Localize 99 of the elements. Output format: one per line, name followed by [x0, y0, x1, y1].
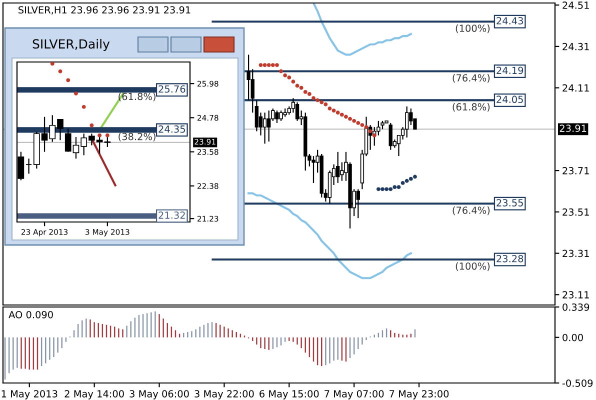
point — [258, 63, 263, 68]
chart-title: SILVER,H1 23.96 23.96 23.91 23.91 — [18, 6, 190, 15]
candlestick — [275, 110, 279, 124]
annotation: (38.2%) — [118, 132, 156, 142]
ref-line-label: 21.32 — [158, 212, 185, 219]
x-tick-label: 2 May 14:00 — [64, 390, 124, 400]
point — [316, 98, 320, 102]
point — [82, 104, 86, 109]
x-tick-label: 1 May 2013 — [2, 390, 58, 400]
candlestick — [405, 106, 409, 138]
point — [400, 180, 405, 185]
point — [413, 174, 417, 179]
candlestick — [388, 122, 392, 150]
chart-title: AO 0.090 — [8, 310, 53, 318]
x-tick-label: 3 May 22:00 — [194, 390, 254, 400]
y-tick-label: 24.31 — [562, 42, 589, 50]
y-tick-label: 0.00 — [562, 334, 583, 342]
candlestick — [336, 151, 340, 184]
y-tick-label: 23.11 — [562, 291, 589, 298]
ref-line-label: 24.05 — [496, 96, 523, 104]
point — [74, 92, 78, 96]
candlestick — [254, 100, 259, 132]
point — [392, 185, 397, 190]
line-series — [248, 192, 412, 280]
point — [364, 125, 368, 130]
point — [307, 92, 312, 96]
point — [396, 185, 401, 190]
y-tick-label: 24.51 — [562, 2, 589, 9]
line-series — [312, 3, 412, 56]
y-tick-label: 23.31 — [562, 250, 589, 258]
point — [352, 118, 356, 123]
y-tick-label: 24.11 — [562, 84, 589, 92]
point — [336, 110, 340, 115]
point — [283, 73, 288, 78]
x-tick-label: 7 May 07:00 — [324, 390, 384, 400]
point — [98, 133, 102, 138]
y-tick-label: -0.509 — [562, 379, 593, 387]
candlestick — [356, 188, 360, 219]
point — [320, 100, 324, 104]
point — [372, 133, 376, 138]
point — [58, 69, 62, 74]
point — [50, 62, 54, 66]
point — [90, 123, 94, 128]
y-tick-label: 23.51 — [562, 208, 589, 216]
candlestick — [295, 102, 300, 122]
point — [266, 63, 271, 68]
point — [408, 176, 413, 181]
chart-title: SILVER,Daily — [32, 38, 110, 52]
point — [312, 96, 316, 100]
x-tick-label: 6 May 15:00 — [260, 390, 319, 400]
point — [303, 90, 308, 94]
point — [328, 106, 332, 110]
candlestick — [262, 112, 267, 144]
point — [348, 116, 352, 121]
point — [376, 187, 380, 192]
point — [404, 178, 409, 183]
candlestick — [312, 156, 316, 184]
annotation: (61.8%) — [452, 103, 490, 112]
x-tick-label: 3 May 06:00 — [130, 390, 189, 400]
point — [344, 114, 348, 119]
point — [360, 123, 364, 128]
ref-line-label: 23.28 — [496, 254, 524, 262]
candlestick — [26, 158, 32, 174]
point — [356, 121, 360, 125]
candlestick — [340, 162, 344, 182]
point — [384, 187, 389, 192]
ref-line-label: 25.76 — [158, 85, 186, 93]
point — [368, 129, 372, 134]
point — [388, 187, 393, 192]
annotation: (76.4%) — [452, 74, 490, 83]
point — [275, 63, 279, 68]
x-tick-label: 7 May 23:00 — [390, 390, 449, 400]
y-tick-label: 0.339 — [562, 303, 590, 311]
ref-line-label: 24.35 — [158, 125, 185, 133]
point — [291, 80, 296, 84]
point — [287, 76, 292, 80]
candlestick — [409, 108, 413, 126]
annotation: (100%) — [456, 262, 490, 271]
point — [66, 78, 70, 82]
ref-line-label: 24.19 — [496, 66, 524, 74]
candlestick — [250, 68, 254, 114]
candlestick — [279, 110, 283, 122]
candlestick — [267, 110, 271, 142]
ref-line-label: 23.55 — [496, 199, 523, 206]
annotation: (76.4%) — [452, 206, 490, 216]
point — [105, 133, 110, 138]
annotation: (100%) — [456, 24, 490, 34]
point — [262, 63, 267, 68]
point — [270, 63, 275, 68]
point — [295, 84, 300, 88]
point — [340, 112, 344, 117]
y-tick-label: 23.71 — [562, 167, 589, 174]
ref-line-label: 23.91 — [560, 124, 586, 132]
point — [332, 108, 336, 113]
point — [299, 86, 304, 90]
point — [279, 69, 283, 74]
point — [324, 102, 328, 106]
ref-line-label: 24.43 — [496, 17, 523, 24]
point — [380, 187, 384, 192]
